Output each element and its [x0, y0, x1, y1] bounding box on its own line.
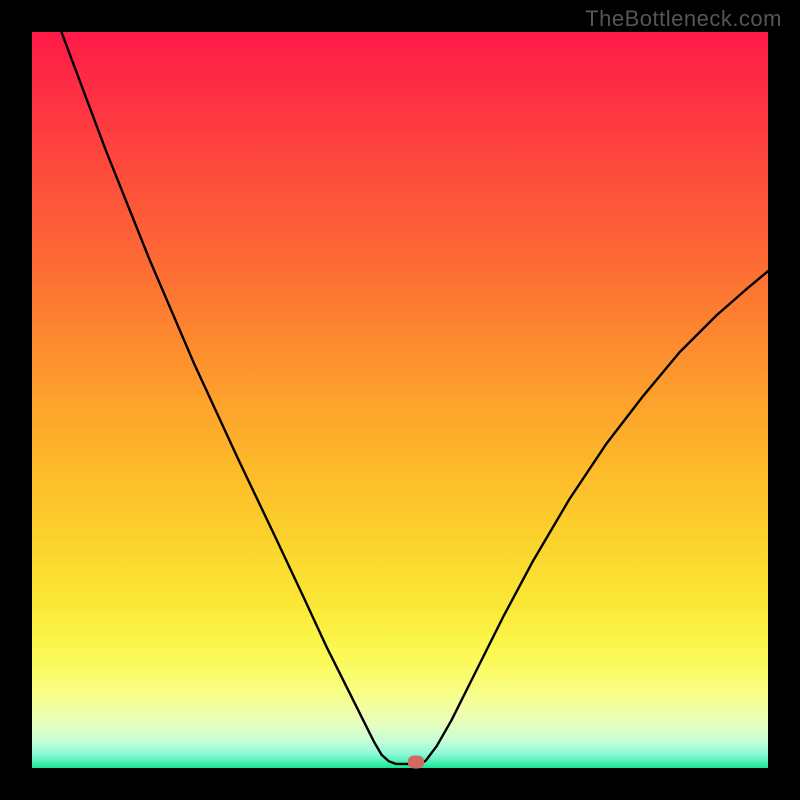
bottleneck-curve	[61, 32, 768, 764]
plot-area	[32, 32, 768, 768]
chart-frame: TheBottleneck.com	[0, 0, 800, 800]
curve-layer	[32, 32, 768, 768]
watermark-text: TheBottleneck.com	[585, 6, 782, 32]
optimal-point-marker	[408, 756, 424, 769]
